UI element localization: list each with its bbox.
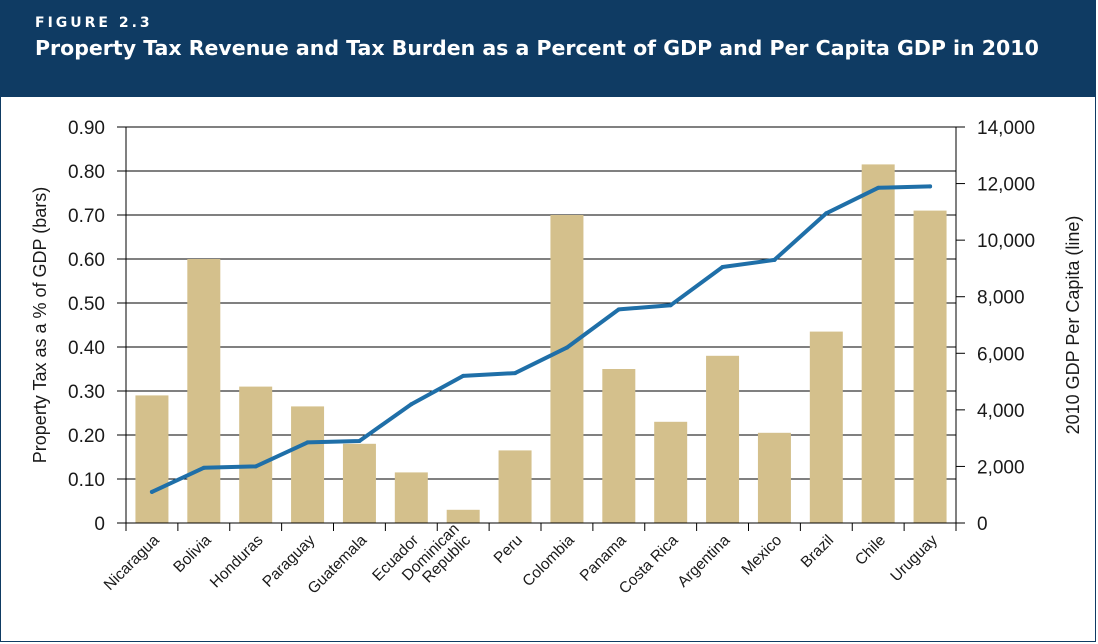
x-category-label-line: Nicaragua [101, 532, 163, 594]
chart-title: Property Tax Revenue and Tax Burden as a… [35, 36, 1039, 60]
gdp-point [149, 489, 154, 494]
y-left-tick-label: 0.40 [68, 338, 105, 359]
gdp-point [616, 307, 621, 312]
y-left-tick-label: 0.10 [68, 470, 105, 491]
y-left-tick-label: 0.70 [68, 206, 105, 227]
x-category-label-line: Colombia [519, 532, 578, 591]
gdp-point [720, 265, 725, 270]
x-category-label: Mexico [739, 532, 786, 579]
y-right-axis-title: 2010 GDP Per Capita (line) [1063, 216, 1083, 435]
gdp-point [824, 211, 829, 216]
y-right-tick-label: 0 [977, 514, 988, 535]
gdp-point [772, 257, 777, 262]
gdp-point [461, 373, 466, 378]
gdp-point [668, 303, 673, 308]
gdp-point [564, 345, 569, 350]
bar [394, 472, 428, 523]
y-left-tick-label: 0.30 [68, 382, 105, 403]
y-left-tick-label: 0 [94, 514, 105, 535]
x-category-label-line: Chile [852, 532, 889, 569]
gdp-point [409, 402, 414, 407]
figure-label: FIGURE 2.3 [35, 15, 153, 31]
x-category-label-line: Argentina [674, 532, 733, 591]
gdp-point [876, 185, 881, 190]
figure-header: FIGURE 2.3 Property Tax Revenue and Tax … [1, 1, 1095, 97]
bar [654, 421, 688, 523]
bar [602, 369, 636, 523]
y-left-tick-label: 0.20 [68, 426, 105, 447]
y-right-tick-label: 2,000 [977, 457, 1025, 478]
bar [913, 210, 947, 523]
x-category-label-line: Mexico [739, 532, 786, 579]
x-category-label-line: Honduras [207, 532, 267, 592]
x-category-label: Panama [577, 532, 630, 585]
y-left-axis-title: Property Tax as a % of GDP (bars) [30, 187, 50, 463]
x-category-label: Colombia [519, 532, 578, 591]
y-right-tick-label: 6,000 [977, 344, 1025, 365]
bar [342, 443, 376, 523]
x-category-label: Chile [852, 532, 889, 569]
x-category-label: Argentina [674, 532, 733, 591]
x-category-label-line: Bolivia [170, 532, 215, 577]
bar [239, 386, 273, 523]
bar [861, 164, 895, 523]
gdp-point [305, 440, 310, 445]
bar [446, 509, 480, 523]
bar [291, 406, 325, 523]
x-category-label: Bolivia [170, 532, 215, 577]
bar [706, 355, 740, 523]
x-category-label-line: Brazil [798, 532, 837, 571]
x-category-label-line: Panama [577, 532, 630, 585]
y-left-tick-label: 0.60 [68, 250, 105, 271]
bar [498, 450, 532, 523]
y-right-tick-label: 4,000 [977, 401, 1025, 422]
y-right-tick-label: 8,000 [977, 288, 1025, 309]
x-category-label: Brazil [798, 532, 837, 571]
gdp-point [357, 438, 362, 443]
gdp-point [201, 465, 206, 470]
bar [135, 395, 169, 523]
x-category-label: Honduras [207, 532, 267, 592]
bar [809, 331, 843, 523]
y-left-tick-label: 0.50 [68, 294, 105, 315]
gdp-point [513, 371, 518, 376]
bar [757, 432, 791, 523]
x-category-label: Nicaragua [101, 532, 163, 594]
gdp-line [149, 184, 933, 494]
x-category-label-line: Uruguay [887, 532, 941, 586]
bar [187, 259, 221, 523]
gdp-point [928, 184, 933, 189]
y-right-tick-label: 12,000 [977, 175, 1035, 196]
y-left-tick-label: 0.80 [68, 162, 105, 183]
gdp-point [253, 464, 258, 469]
x-category-label-line: Peru [491, 532, 526, 567]
x-category-label: DominicanRepublic [399, 520, 474, 595]
x-category-label: Peru [491, 532, 526, 567]
bar [550, 215, 584, 523]
y-right-tick-label: 14,000 [977, 118, 1035, 139]
y-left-tick-label: 0.90 [68, 118, 105, 139]
y-right-tick-label: 10,000 [977, 231, 1035, 252]
x-category-label: Uruguay [887, 532, 941, 586]
